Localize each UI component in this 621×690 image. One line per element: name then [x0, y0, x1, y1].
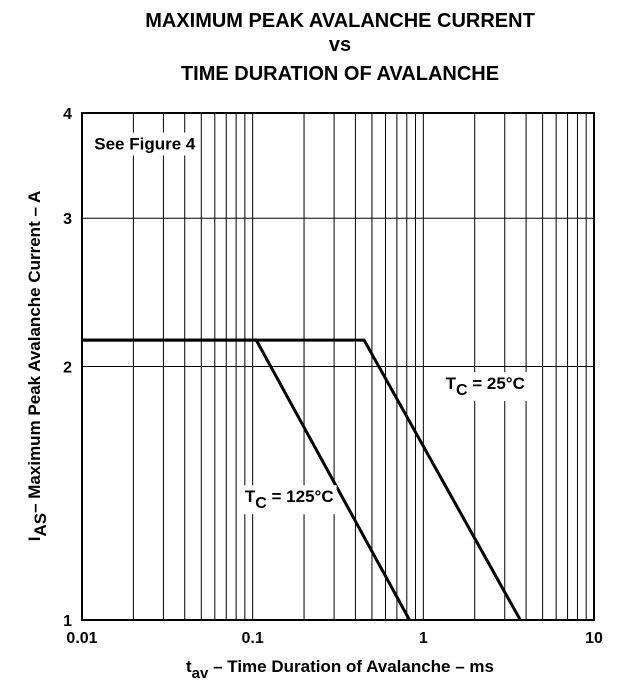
x-tick-label: 1 — [419, 630, 428, 647]
x-tick-label: 0.01 — [66, 630, 97, 647]
series-label-background — [442, 372, 528, 402]
series-label-1: TC = 25°C — [446, 374, 525, 399]
series-label-2: TC = 125°C — [245, 487, 334, 512]
chart-title-line-2: vs — [329, 34, 351, 56]
series-label-rest: = 25°C — [468, 374, 525, 393]
chart-title-line-3: TIME DURATION OF AVALANCHE — [181, 63, 499, 85]
y-tick-label: 4 — [63, 106, 72, 123]
x-axis-label-sub: av — [192, 665, 209, 682]
annotation-see-figure: See Figure 4 — [94, 135, 196, 154]
annotations: See Figure 4 — [91, 132, 199, 156]
y-axis-label: IAS– Maximum Peak Avalanche Current – A — [25, 191, 50, 542]
series-label-sub: C — [456, 382, 468, 399]
tick-labels: 0.01 0.1 1 10 1 2 3 4 — [63, 106, 603, 647]
x-axis-label-rest: – Time Duration of Avalanche – ms — [208, 657, 494, 676]
series-label-background — [241, 485, 337, 515]
series-label-sub: C — [255, 495, 267, 512]
y-tick-label: 3 — [63, 211, 72, 228]
y-tick-label: 1 — [63, 613, 72, 630]
series-label-rest: = 125°C — [267, 487, 334, 506]
plot-frame — [81, 112, 595, 621]
series-label-main: T — [446, 374, 457, 393]
y-tick-label: 2 — [63, 360, 72, 377]
y-axis-label-sub: AS — [31, 513, 50, 537]
x-axis-label: tav – Time Duration of Avalanche – ms — [186, 657, 494, 682]
series-group: TC = 25°CTC = 125°C — [82, 338, 528, 621]
series-label-main: T — [245, 487, 256, 506]
x-tick-label: 0.1 — [242, 630, 264, 647]
y-axis-label-main: I — [25, 537, 44, 542]
chart-title-line-1: MAXIMUM PEAK AVALANCHE CURRENT — [145, 10, 535, 32]
grid — [82, 113, 594, 620]
annotation-background — [91, 132, 199, 156]
series-line-2 — [82, 338, 411, 621]
y-axis-label-rest: – Maximum Peak Avalanche Current – A — [25, 191, 44, 513]
x-axis-label-main: t — [186, 657, 192, 676]
x-tick-label: 10 — [585, 630, 603, 647]
